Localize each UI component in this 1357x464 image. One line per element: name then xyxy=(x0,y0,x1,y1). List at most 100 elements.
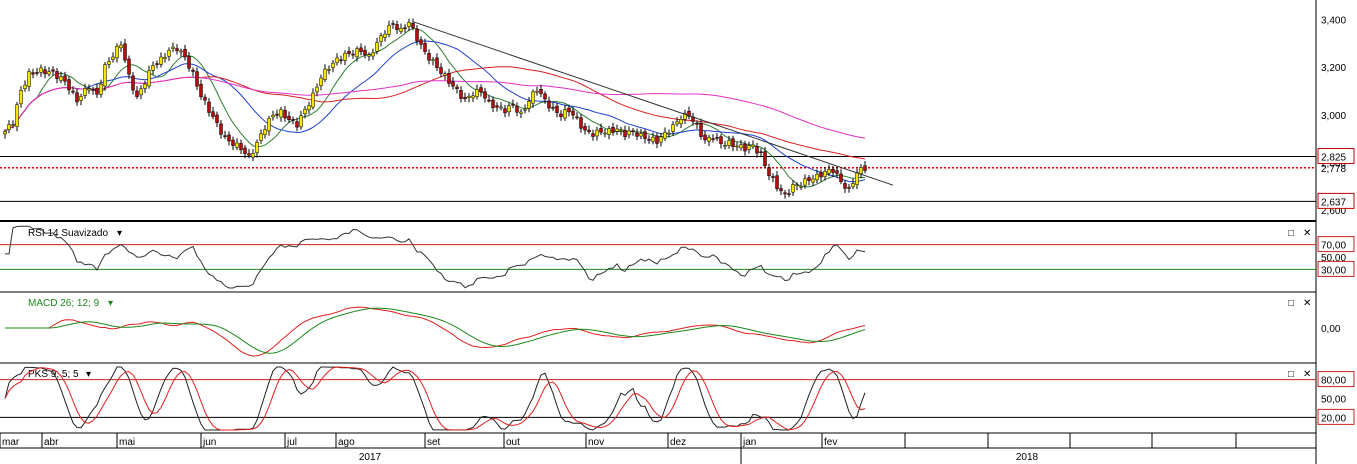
candle-body xyxy=(767,167,771,177)
candle-body xyxy=(439,67,443,74)
candle-body xyxy=(619,129,623,131)
candle-body xyxy=(103,64,107,87)
macd-line xyxy=(5,306,866,357)
candle-body xyxy=(531,91,535,104)
month-label: jun xyxy=(202,437,216,448)
candle-body xyxy=(295,121,299,128)
macd-pane[interactable]: MACD 26; 12; 9 ▾ xyxy=(5,298,866,357)
candle-body xyxy=(363,49,367,56)
candle-body xyxy=(187,56,191,69)
rsi-dropdown-icon[interactable]: ▾ xyxy=(117,228,122,239)
candle-body xyxy=(179,50,183,53)
candle-body xyxy=(559,113,563,117)
rsi-tick-label-box xyxy=(1317,260,1355,277)
candle-body xyxy=(771,176,775,178)
candle-body xyxy=(435,57,439,68)
macd-dropdown-icon[interactable]: ▾ xyxy=(108,298,113,309)
candle-body xyxy=(711,138,715,140)
pks-title: PKS 9; 5; 5 xyxy=(28,369,79,380)
candle-body xyxy=(459,90,463,99)
candle-body xyxy=(471,95,475,99)
candle-body xyxy=(331,62,335,68)
macd-maximize-button[interactable]: □ xyxy=(1288,298,1294,309)
candle-body xyxy=(47,71,51,75)
pks-tick-label: 50,00 xyxy=(1321,395,1346,406)
candle-body xyxy=(551,106,555,109)
pks-dropdown-icon[interactable]: ▾ xyxy=(86,369,91,380)
rsi-pane[interactable]: RSI 14 Suavizado ▾ xyxy=(0,225,1316,289)
candle-body xyxy=(59,76,63,81)
candle-body xyxy=(783,192,787,195)
candle-body xyxy=(251,153,255,158)
candle-body xyxy=(679,119,683,125)
candle-body xyxy=(91,89,95,91)
candle-body xyxy=(543,93,547,100)
candle-body xyxy=(631,130,635,132)
candle-body xyxy=(651,136,655,142)
pks-close-button[interactable]: ✕ xyxy=(1303,369,1311,380)
candle-body xyxy=(431,59,435,62)
candle-body xyxy=(675,121,679,125)
candle-body xyxy=(707,137,711,142)
candle-body xyxy=(807,177,811,181)
candle-body xyxy=(463,97,467,100)
candle-body xyxy=(423,43,427,52)
year-label: 2017 xyxy=(359,452,382,463)
candle-body xyxy=(855,172,859,185)
candle-body xyxy=(575,116,579,119)
rsi-maximize-button[interactable]: □ xyxy=(1288,228,1294,239)
candle-body xyxy=(831,168,835,173)
candle-body xyxy=(583,126,587,131)
candle-body xyxy=(795,184,799,187)
candle-body xyxy=(291,119,295,121)
candle-body xyxy=(107,61,111,65)
candle-body xyxy=(75,92,79,103)
candle-body xyxy=(383,33,387,38)
rsi-tick-label: 70,00 xyxy=(1321,241,1346,252)
candle-body xyxy=(139,88,143,96)
candle-body xyxy=(99,83,103,95)
candle-body xyxy=(455,86,459,90)
candle-body xyxy=(127,58,131,75)
candle-body xyxy=(627,130,631,136)
pks-tick-label-box xyxy=(1317,371,1355,388)
candle-body xyxy=(111,56,115,60)
candle-body xyxy=(259,133,263,141)
macd-close-button[interactable]: ✕ xyxy=(1303,298,1311,309)
candle-body xyxy=(415,28,419,42)
month-label: set xyxy=(427,437,441,448)
moving-average-line xyxy=(4,40,866,183)
candle-body xyxy=(355,48,359,58)
candle-body xyxy=(83,88,87,96)
month-label: jan xyxy=(742,437,756,448)
candle-body xyxy=(135,90,139,97)
candle-body xyxy=(599,128,603,133)
rsi-close-button[interactable]: ✕ xyxy=(1303,228,1311,239)
candle-body xyxy=(615,128,619,132)
candle-body xyxy=(303,108,307,115)
price-tick-label: 3,400 xyxy=(1321,15,1346,26)
price-marker-label-box xyxy=(1317,192,1355,209)
candle-body xyxy=(351,53,355,56)
candle-body xyxy=(219,123,223,135)
price-pane[interactable] xyxy=(0,18,1316,202)
candle-body xyxy=(499,106,503,109)
panel-frames xyxy=(0,0,1317,464)
candle-body xyxy=(535,90,539,93)
pks-pane-buttons: □ ✕ xyxy=(1288,369,1311,380)
candle-body xyxy=(279,109,283,118)
x-axis[interactable]: mar abr mai jun jul ago set out nov dez jan fev 2017… xyxy=(0,433,1316,464)
candle-body xyxy=(371,52,375,57)
candle-body xyxy=(307,105,311,111)
candle-body xyxy=(131,75,135,91)
candle-body xyxy=(167,49,171,57)
pks-pane[interactable]: PKS 9; 5; 5 ▾ xyxy=(0,366,1316,431)
candle-body xyxy=(843,183,847,189)
candle-body xyxy=(755,146,759,154)
month-label: dez xyxy=(670,437,686,448)
trendline xyxy=(412,21,894,186)
candle-body xyxy=(859,167,863,174)
pks-maximize-button[interactable]: □ xyxy=(1288,369,1294,380)
candle-body xyxy=(211,111,215,117)
